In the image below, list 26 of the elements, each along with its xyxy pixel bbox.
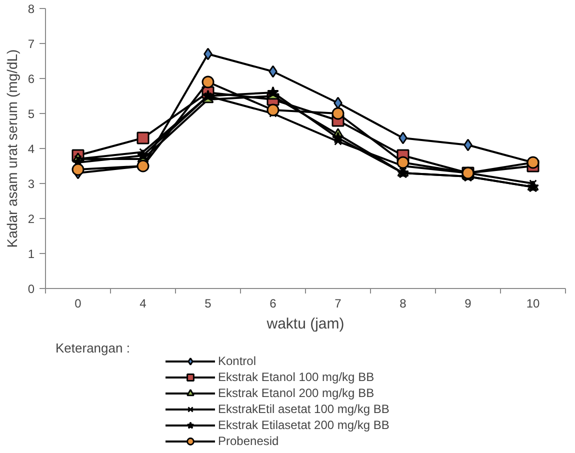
y-tick-label: 3 (28, 177, 35, 191)
legend-label: Kontrol (218, 353, 256, 369)
x-tick-label: 9 (464, 296, 472, 310)
y-axis-title: Kadar asam urat serum (mg/dL) (4, 49, 20, 248)
x-tick-label: 6 (270, 296, 277, 310)
x-tick-label: 8 (400, 296, 407, 310)
legend-label: Ekstrak Etanol 100 mg/kg BB (218, 369, 374, 385)
x-tick-label: 10 (526, 296, 540, 310)
legend-title: Keterangan : (56, 340, 130, 356)
legend-label: Probenesid (218, 433, 279, 449)
x-tick-label: 7 (334, 296, 342, 310)
y-tick-label: 4 (28, 142, 35, 156)
x-tick-label: 0 (74, 296, 82, 310)
x-axis-title: waktu (jam) (266, 316, 344, 332)
y-tick-label: 0 (28, 282, 35, 296)
y-tick-label: 6 (28, 72, 35, 86)
legend-label: EkstrakEtil asetat 100 mg/kg BB (218, 401, 390, 417)
legend-label: Ekstrak Etanol 200 mg/kg BB (218, 385, 374, 401)
y-tick-label: 2 (28, 212, 35, 226)
x-tick-label: 4 (140, 296, 147, 310)
y-tick-label: 8 (28, 2, 35, 16)
x-tick-label: 5 (204, 296, 212, 310)
legend-label: Ekstrak Etilasetat 200 mg/kg BB (218, 417, 390, 433)
y-tick-label: 1 (28, 247, 35, 261)
y-tick-label: 5 (28, 107, 35, 121)
y-tick-label: 7 (28, 37, 35, 51)
